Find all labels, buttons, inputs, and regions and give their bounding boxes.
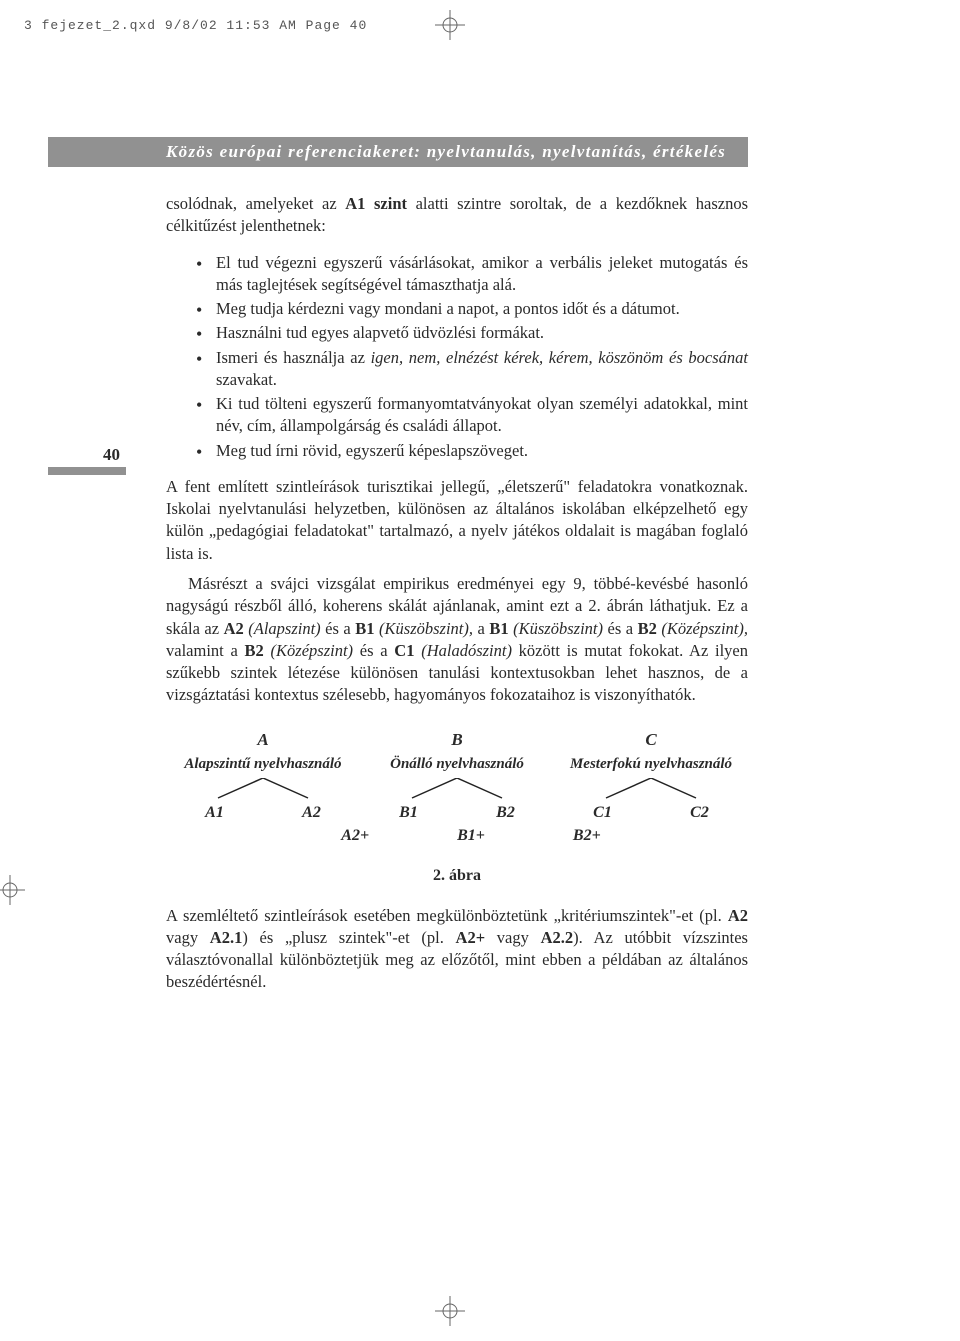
level-name: (Középszint), xyxy=(657,619,748,638)
level-ref: B1 xyxy=(489,619,508,638)
text: szavakat. xyxy=(216,370,277,389)
cefr-tree-diagram: A Alapszintű nyelvhasználó A1 A2 B Önáll… xyxy=(166,729,748,847)
level-leaf: A2 xyxy=(302,802,321,824)
level-ref: B1 xyxy=(355,619,374,638)
paragraph-3: Másrészt a svájci vizsgálat empirikus er… xyxy=(166,573,748,707)
level-leaf: A1 xyxy=(205,802,224,824)
text: vagy xyxy=(166,928,210,947)
page-number: 40 xyxy=(103,445,120,465)
list-item: Meg tud írni rövid, egyszerű képeslapszö… xyxy=(196,440,748,462)
page-number-decoration xyxy=(48,467,126,475)
text: Ismeri és használja az xyxy=(216,348,371,367)
crop-mark-left xyxy=(0,870,25,915)
level-ref: A2 xyxy=(728,906,748,925)
text: csolódnak, amelyeket az xyxy=(166,194,345,213)
paragraph-2: A fent említett szintleírások turisztika… xyxy=(166,476,748,565)
text: és a xyxy=(321,619,356,638)
level-ref: A1 szint xyxy=(345,194,407,213)
level-ref: A2.2 xyxy=(541,928,574,947)
word-list: igen, nem, elnézést kérek, kérem, köszön… xyxy=(371,348,748,367)
plus-level: A2+ xyxy=(341,825,369,847)
page-content: csolódnak, amelyeket az A1 szint alatti … xyxy=(166,193,748,1002)
diagram-column-a: A Alapszintű nyelvhasználó A1 A2 xyxy=(166,729,360,824)
diagram-column-c: C Mesterfokú nyelvhasználó C1 C2 xyxy=(554,729,748,824)
text: vagy xyxy=(485,928,540,947)
level-ref: A2+ xyxy=(456,928,486,947)
level-name: (Középszint) xyxy=(264,641,353,660)
level-leaf: C2 xyxy=(690,802,709,824)
level-ref: C1 xyxy=(394,641,414,660)
text: a xyxy=(473,619,489,638)
node-letter: C xyxy=(554,729,748,752)
text: ) és „plusz szintek"-et (pl. xyxy=(242,928,455,947)
text: A szemléltető szintleírások esetében meg… xyxy=(166,906,728,925)
branch-lines-icon xyxy=(377,778,537,800)
paragraph-4: A szemléltető szintleírások esetében meg… xyxy=(166,905,748,994)
print-metadata: 3 fejezet_2.qxd 9/8/02 11:53 AM Page 40 xyxy=(24,18,367,33)
list-item: Ki tud tölteni egyszerű formanyomtatvány… xyxy=(196,393,748,438)
crop-mark-top xyxy=(430,10,470,45)
branch-lines-icon xyxy=(183,778,343,800)
branch-lines-icon xyxy=(571,778,731,800)
node-letter: B xyxy=(360,729,554,752)
bullet-list: El tud végezni egyszerű vásárlásokat, am… xyxy=(196,252,748,462)
level-leaf: C1 xyxy=(593,802,612,824)
node-label: Alapszintű nyelvhasználó xyxy=(166,754,360,774)
node-label: Mesterfokú nyelvhasználó xyxy=(554,754,748,774)
plus-level: B2+ xyxy=(573,825,601,847)
list-item: Ismeri és használja az igen, nem, elnézé… xyxy=(196,347,748,392)
plus-levels-row: A2+ B1+ B2+ xyxy=(166,825,748,847)
node-label: Önálló nyelvhasználó xyxy=(360,754,554,774)
text: és a xyxy=(603,619,638,638)
list-item: Használni tud egyes alapvető üdvözlési f… xyxy=(196,322,748,344)
level-name: (Haladószint) xyxy=(414,641,511,660)
list-item: Meg tudja kérdezni vagy mondani a napot,… xyxy=(196,298,748,320)
level-name: (Küszöbszint), xyxy=(375,619,473,638)
level-leaf: B2 xyxy=(496,802,515,824)
level-ref: B2 xyxy=(245,641,264,660)
level-ref: A2.1 xyxy=(210,928,243,947)
level-name: (Alapszint) xyxy=(244,619,321,638)
level-ref: B2 xyxy=(638,619,657,638)
plus-level: B1+ xyxy=(457,825,485,847)
level-leaf: B1 xyxy=(399,802,418,824)
figure-caption: 2. ábra xyxy=(166,865,748,887)
level-name: (Küszöbszint) xyxy=(509,619,603,638)
text: valamint a xyxy=(166,641,245,660)
crop-mark-bottom xyxy=(430,1296,470,1331)
intro-paragraph: csolódnak, amelyeket az A1 szint alatti … xyxy=(166,193,748,238)
running-header: Közös európai referenciakeret: nyelvtanu… xyxy=(48,137,748,167)
text: és a xyxy=(353,641,394,660)
diagram-column-b: B Önálló nyelvhasználó B1 B2 xyxy=(360,729,554,824)
list-item: El tud végezni egyszerű vásárlásokat, am… xyxy=(196,252,748,297)
node-letter: A xyxy=(166,729,360,752)
level-ref: A2 xyxy=(224,619,244,638)
